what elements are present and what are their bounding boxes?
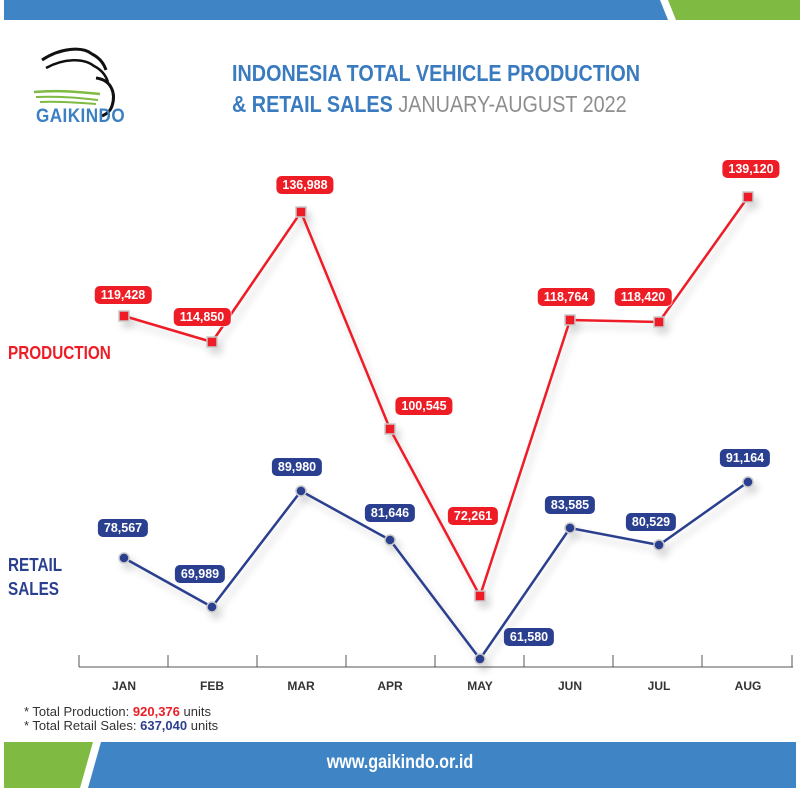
total-retail-value: 637,040: [140, 718, 188, 733]
total-production: * Total Production: 920,376 units: [24, 704, 211, 719]
title-bold: & RETAIL SALES: [232, 91, 393, 117]
retail-label-aug: 91,164: [719, 449, 771, 467]
production-marker: [118, 310, 130, 322]
title-line-2: & RETAIL SALES JANUARY-AUGUST 2022: [232, 89, 640, 120]
title-period: JANUARY-AUGUST 2022: [398, 91, 627, 117]
production-label-mar: 136,988: [276, 176, 334, 194]
retail-label-line-1: RETAIL: [8, 555, 63, 575]
retail-label-may: 61,580: [503, 628, 555, 646]
retail-label-jun: 83,585: [544, 496, 596, 514]
month-label-may: MAY: [467, 679, 493, 693]
production-series-label: PRODUCTION: [8, 343, 111, 363]
production-marker: [295, 206, 307, 218]
retail-marker: [653, 539, 665, 551]
total-retail-prefix: * Total Retail Sales:: [24, 718, 141, 733]
retail-label-jul: 80,529: [625, 513, 677, 531]
month-label-feb: FEB: [200, 679, 224, 693]
footer-url: www.gaikindo.or.id: [326, 752, 474, 773]
production-marker: [653, 316, 665, 328]
production-label-may: 72,261: [447, 507, 499, 525]
x-axis: [78, 655, 793, 668]
production-label-aug: 139,120: [722, 160, 780, 178]
production-marker: [474, 590, 486, 602]
production-label-jun: 118,764: [537, 288, 595, 306]
retail-label-mar: 89,980: [271, 458, 323, 476]
chart-title: INDONESIA TOTAL VEHICLE PRODUCTION & RET…: [232, 58, 640, 120]
production-label-jul: 118,420: [614, 288, 672, 306]
production-label-jan: 119,428: [94, 286, 152, 304]
retail-marker: [742, 476, 754, 488]
retail-marker: [118, 552, 130, 564]
top-banner: [4, 0, 800, 20]
month-label-aug: AUG: [734, 679, 762, 693]
production-label-feb: 114,850: [173, 308, 231, 326]
retail-label-apr: 81,646: [364, 504, 416, 522]
production-marker: [742, 191, 754, 203]
logo-text: GAIKINDO: [36, 106, 126, 127]
retail-marker: [295, 485, 307, 497]
production-label-apr: 100,545: [395, 397, 453, 415]
production-marker: [564, 314, 576, 326]
retail-label-jan: 78,567: [97, 519, 149, 537]
total-production-prefix: * Total Production:: [24, 704, 133, 719]
retail-series: [118, 476, 754, 665]
retail-marker: [206, 601, 218, 613]
retail-series-label: RETAIL SALES: [8, 553, 62, 601]
total-production-suffix: units: [179, 704, 211, 719]
month-label-jun: JUN: [557, 679, 582, 693]
retail-label-line-2: SALES: [8, 579, 60, 599]
month-label-jul: JUL: [647, 679, 671, 693]
production-marker: [206, 336, 218, 348]
production-marker: [384, 423, 396, 435]
month-label-mar: MAR: [287, 679, 315, 693]
title-line-1: INDONESIA TOTAL VEHICLE PRODUCTION: [232, 60, 641, 86]
retail-marker: [564, 522, 576, 534]
gaikindo-logo-icon: [33, 47, 115, 118]
total-retail-suffix: units: [187, 718, 219, 733]
footer-banner: [4, 742, 796, 788]
month-label-apr: APR: [377, 679, 403, 693]
retail-marker: [474, 653, 486, 665]
retail-label-feb: 69,989: [174, 565, 226, 583]
retail-marker: [384, 534, 396, 546]
total-retail: * Total Retail Sales: 637,040 units: [24, 718, 218, 733]
month-label-jan: JAN: [111, 679, 136, 693]
total-production-value: 920,376: [132, 704, 180, 719]
